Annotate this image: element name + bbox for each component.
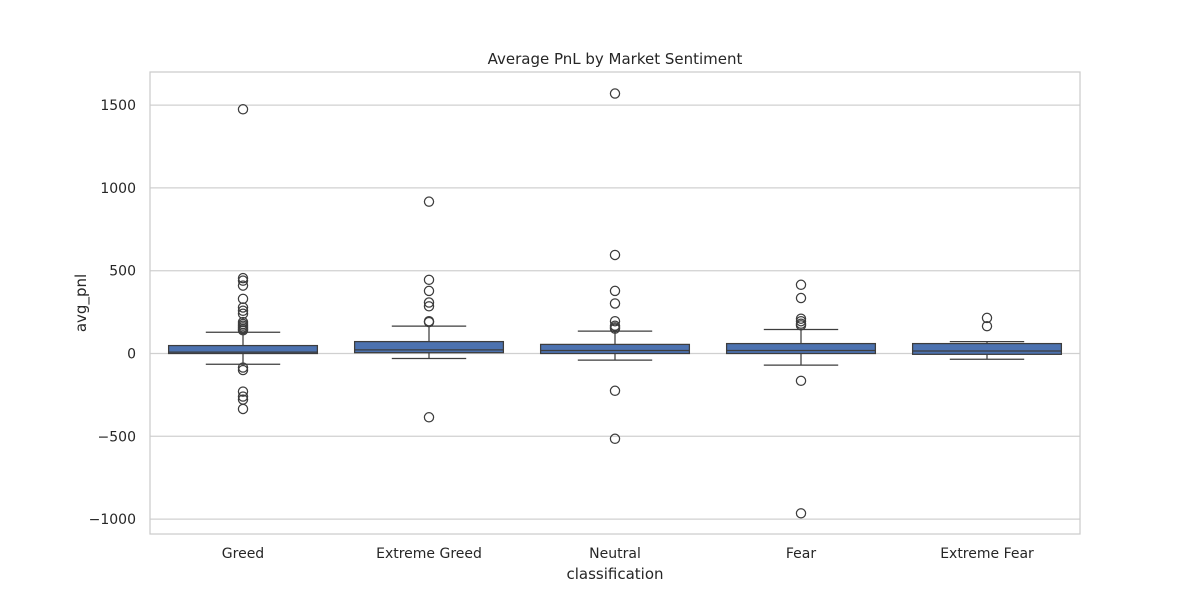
outlier-point (237, 403, 249, 415)
outlier-point (237, 308, 249, 319)
outlier-point (237, 305, 249, 317)
x-axis-label: classification (566, 565, 663, 583)
outlier-point (237, 391, 249, 402)
chart-title: Average PnL by Market Sentiment (488, 50, 743, 68)
y-tick-label: 1500 (100, 98, 136, 114)
x-tick-label: Neutral (589, 546, 641, 562)
y-tick-label: 0 (127, 347, 136, 363)
box-body (725, 342, 877, 355)
outlier-point (423, 316, 435, 328)
outlier-point (609, 285, 621, 297)
outlier-point (609, 315, 621, 327)
outlier-point (237, 104, 249, 115)
outlier-point (423, 301, 435, 312)
outlier-point (795, 320, 807, 331)
outlier-point (237, 293, 249, 305)
plot-area (167, 88, 1063, 519)
x-tick-label: Extreme Greed (376, 546, 482, 562)
x-axis: Greed Extreme Greed Neutral Fear Extreme Fea… (222, 546, 1034, 562)
outlier-point (423, 274, 435, 286)
outlier-point (237, 325, 249, 336)
outlier-point (237, 362, 249, 373)
y-axis: −1000 −500 0 500 1000 1500 (89, 98, 136, 528)
outlier-point (981, 320, 993, 332)
box-body (911, 342, 1063, 355)
box-extreme-greed (353, 196, 505, 423)
outlier-point (237, 272, 249, 284)
outlier-point (609, 323, 621, 334)
y-tick-label: 1000 (100, 181, 136, 197)
outlier-point (423, 285, 435, 297)
outlier-point (237, 275, 249, 286)
box-greed (167, 104, 319, 415)
outlier-point (423, 196, 435, 207)
outlier-point (237, 364, 249, 376)
outlier-point (795, 375, 807, 387)
box-body (539, 343, 691, 355)
y-tick-label: −1000 (89, 512, 136, 528)
outlier-point (795, 315, 807, 327)
box-body (167, 344, 319, 355)
outlier-point (609, 385, 621, 396)
y-tick-label: 500 (109, 264, 136, 280)
outlier-point (981, 312, 993, 324)
outlier-point (237, 386, 249, 397)
box-neutral (539, 88, 691, 445)
x-tick-label: Extreme Fear (940, 546, 1034, 562)
x-tick-label: Greed (222, 546, 264, 562)
grid (150, 104, 1080, 520)
box-body (353, 340, 505, 354)
outlier-point (795, 292, 807, 304)
outlier-point (609, 249, 621, 261)
outlier-point (609, 433, 621, 445)
y-axis-label: avg_pnl (72, 274, 91, 332)
plot-frame (149, 71, 1081, 535)
outlier-point (423, 297, 435, 308)
y-tick-label: −500 (98, 429, 136, 445)
outlier-point (795, 313, 807, 324)
outlier-point (423, 412, 435, 423)
outlier-point (609, 298, 621, 309)
outlier-point (237, 302, 249, 313)
x-tick-label: Fear (786, 546, 816, 562)
outlier-point (237, 280, 249, 291)
outlier-point (795, 279, 807, 291)
outlier-point (795, 508, 807, 519)
box-fear (725, 279, 877, 519)
box-extreme-fear (911, 312, 1063, 360)
outlier-point (609, 88, 621, 99)
